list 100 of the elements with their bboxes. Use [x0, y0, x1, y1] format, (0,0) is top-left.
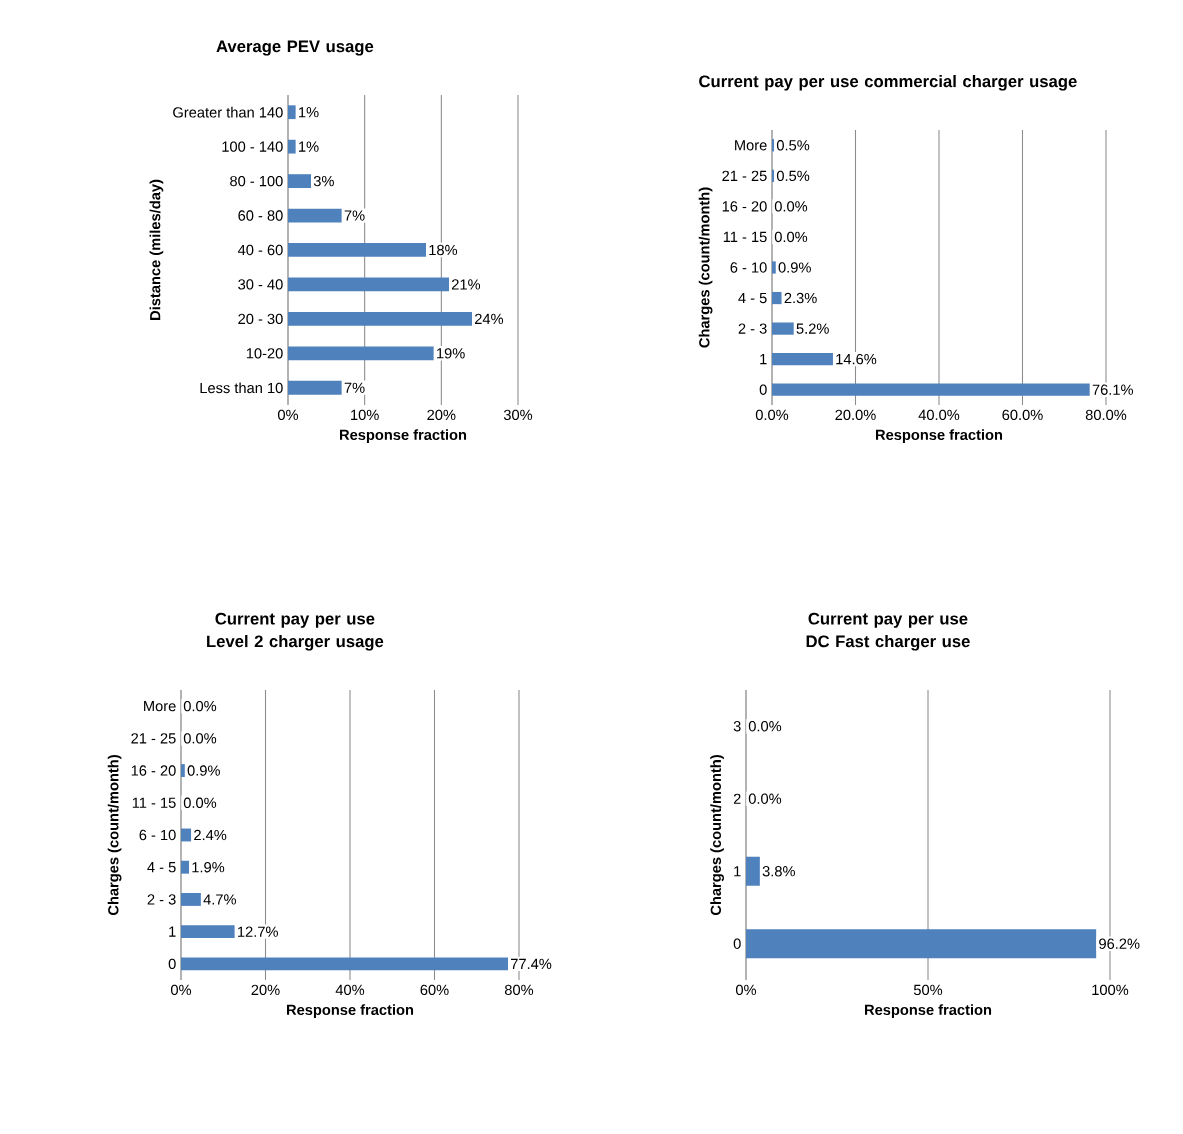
x-tick-label: 0.0%: [755, 409, 789, 421]
data-label: 0.0%: [183, 700, 217, 712]
bar: [772, 261, 776, 274]
data-label: 0.9%: [778, 262, 811, 273]
x-tick-label: 100%: [1092, 984, 1129, 996]
bar: [288, 243, 426, 257]
data-label: 19%: [437, 348, 465, 359]
data-label: 0.5%: [776, 140, 810, 151]
data-label: 12.7%: [238, 926, 278, 937]
y-tick-label: 1: [169, 926, 176, 937]
y-tick-label: 2 - 3: [147, 894, 176, 905]
y-tick-label: 21 - 25: [131, 733, 176, 744]
data-label: 76.1%: [1092, 384, 1134, 395]
y-tick-label: 4 - 5: [147, 862, 176, 873]
y-tick-label: 2: [733, 793, 741, 804]
bar: [181, 764, 185, 777]
data-label: 7%: [344, 382, 365, 393]
y-tick-label: 60 - 80: [238, 210, 283, 221]
bar: [772, 291, 782, 305]
bar: [772, 139, 775, 152]
y-tick-label: 1: [734, 866, 741, 877]
bar: [288, 311, 472, 326]
data-label: 1%: [299, 141, 319, 152]
x-tick-label: 20%: [251, 984, 280, 996]
data-label: 18%: [429, 244, 458, 256]
x-tick-label: 40%: [335, 984, 365, 996]
y-tick-label: 80 - 100: [230, 175, 283, 187]
y-axis-title: Charges (count/month): [107, 755, 122, 916]
data-label: 0.9%: [187, 765, 220, 776]
y-tick-label: 0: [733, 938, 741, 949]
data-label: 3.8%: [762, 866, 795, 877]
data-label: 0.0%: [183, 797, 217, 808]
bar: [181, 892, 201, 906]
y-tick-label: 10-20: [246, 348, 283, 359]
y-tick-label: 6 - 10: [139, 829, 176, 841]
data-label: 0.0%: [774, 201, 808, 212]
y-axis-title: Distance (miles/day): [149, 179, 164, 320]
y-tick-label: 3: [733, 721, 741, 732]
bar: [772, 169, 775, 182]
x-axis-title: Response fraction: [340, 429, 467, 443]
data-label: 0.0%: [748, 793, 782, 804]
y-tick-label: Greater than 140: [173, 106, 283, 118]
data-label: 0.5%: [776, 170, 810, 182]
x-tick-label: 30%: [503, 409, 533, 421]
x-tick-label: 0%: [277, 409, 299, 421]
bar: [181, 860, 190, 874]
x-tick-label: 20%: [427, 409, 456, 421]
x-tick-label: 60%: [420, 984, 449, 996]
x-tick-label: 50%: [913, 984, 943, 996]
data-label: 77.4%: [511, 958, 552, 969]
bar: [288, 105, 296, 120]
chart-title: Current pay per use Level 2 charger usage: [207, 612, 384, 651]
data-label: 7%: [344, 210, 365, 221]
y-tick-label: 21 - 25: [722, 170, 767, 182]
x-tick-label: 80%: [504, 984, 534, 996]
x-tick-label: 0%: [170, 984, 192, 996]
y-tick-label: 16 - 20: [131, 765, 176, 776]
y-tick-label: 4 - 5: [738, 292, 767, 304]
y-tick-label: More: [144, 701, 176, 712]
bar: [288, 277, 449, 292]
data-label: 96.2%: [1099, 938, 1140, 949]
y-tick-label: 0: [759, 384, 767, 395]
y-tick-label: Less than 10: [200, 382, 283, 394]
bar: [288, 380, 342, 395]
data-label: 1.9%: [192, 862, 225, 873]
y-tick-label: 1: [760, 354, 767, 365]
bar: [772, 322, 794, 335]
bar: [288, 208, 342, 223]
data-label: 5.2%: [796, 323, 829, 334]
x-axis-title: Response fraction: [287, 1004, 414, 1018]
y-tick-label: 6 - 10: [730, 262, 767, 273]
y-tick-label: 100 - 140: [222, 141, 283, 152]
bar: [181, 957, 509, 971]
data-label: 3%: [313, 175, 334, 187]
y-axis-title: Charges (count/month): [698, 187, 713, 348]
data-label: 0.0%: [774, 231, 808, 243]
y-tick-label: 0: [168, 958, 176, 970]
bar: [181, 828, 192, 842]
bar: [772, 383, 1090, 396]
bar: [288, 139, 296, 154]
data-label: 2.3%: [784, 292, 817, 304]
data-label: 24%: [475, 313, 504, 325]
x-tick-label: 60.0%: [1002, 409, 1043, 421]
x-tick-label: 0%: [735, 984, 757, 996]
x-tick-label: 40.0%: [918, 409, 960, 421]
y-tick-label: 11 - 15: [723, 231, 767, 243]
chart-title: Current pay per use commercial charger usage: [699, 75, 1077, 91]
x-tick-label: 20.0%: [835, 409, 876, 421]
y-tick-label: 20 - 30: [238, 313, 283, 325]
y-tick-label: 2 - 3: [738, 323, 767, 334]
x-axis-title: Response fraction: [876, 429, 1003, 443]
data-label: 4.7%: [203, 894, 237, 905]
chart-title: Current pay per use DC Fast charger use: [806, 612, 970, 651]
data-label: 1%: [299, 107, 319, 118]
chart-title: Average PEV usage: [216, 40, 374, 56]
y-tick-label: More: [735, 140, 767, 151]
data-label: 14.6%: [836, 353, 877, 365]
y-tick-label: 16 - 20: [722, 201, 767, 212]
bar: [772, 353, 833, 366]
data-label: 21%: [452, 279, 481, 290]
